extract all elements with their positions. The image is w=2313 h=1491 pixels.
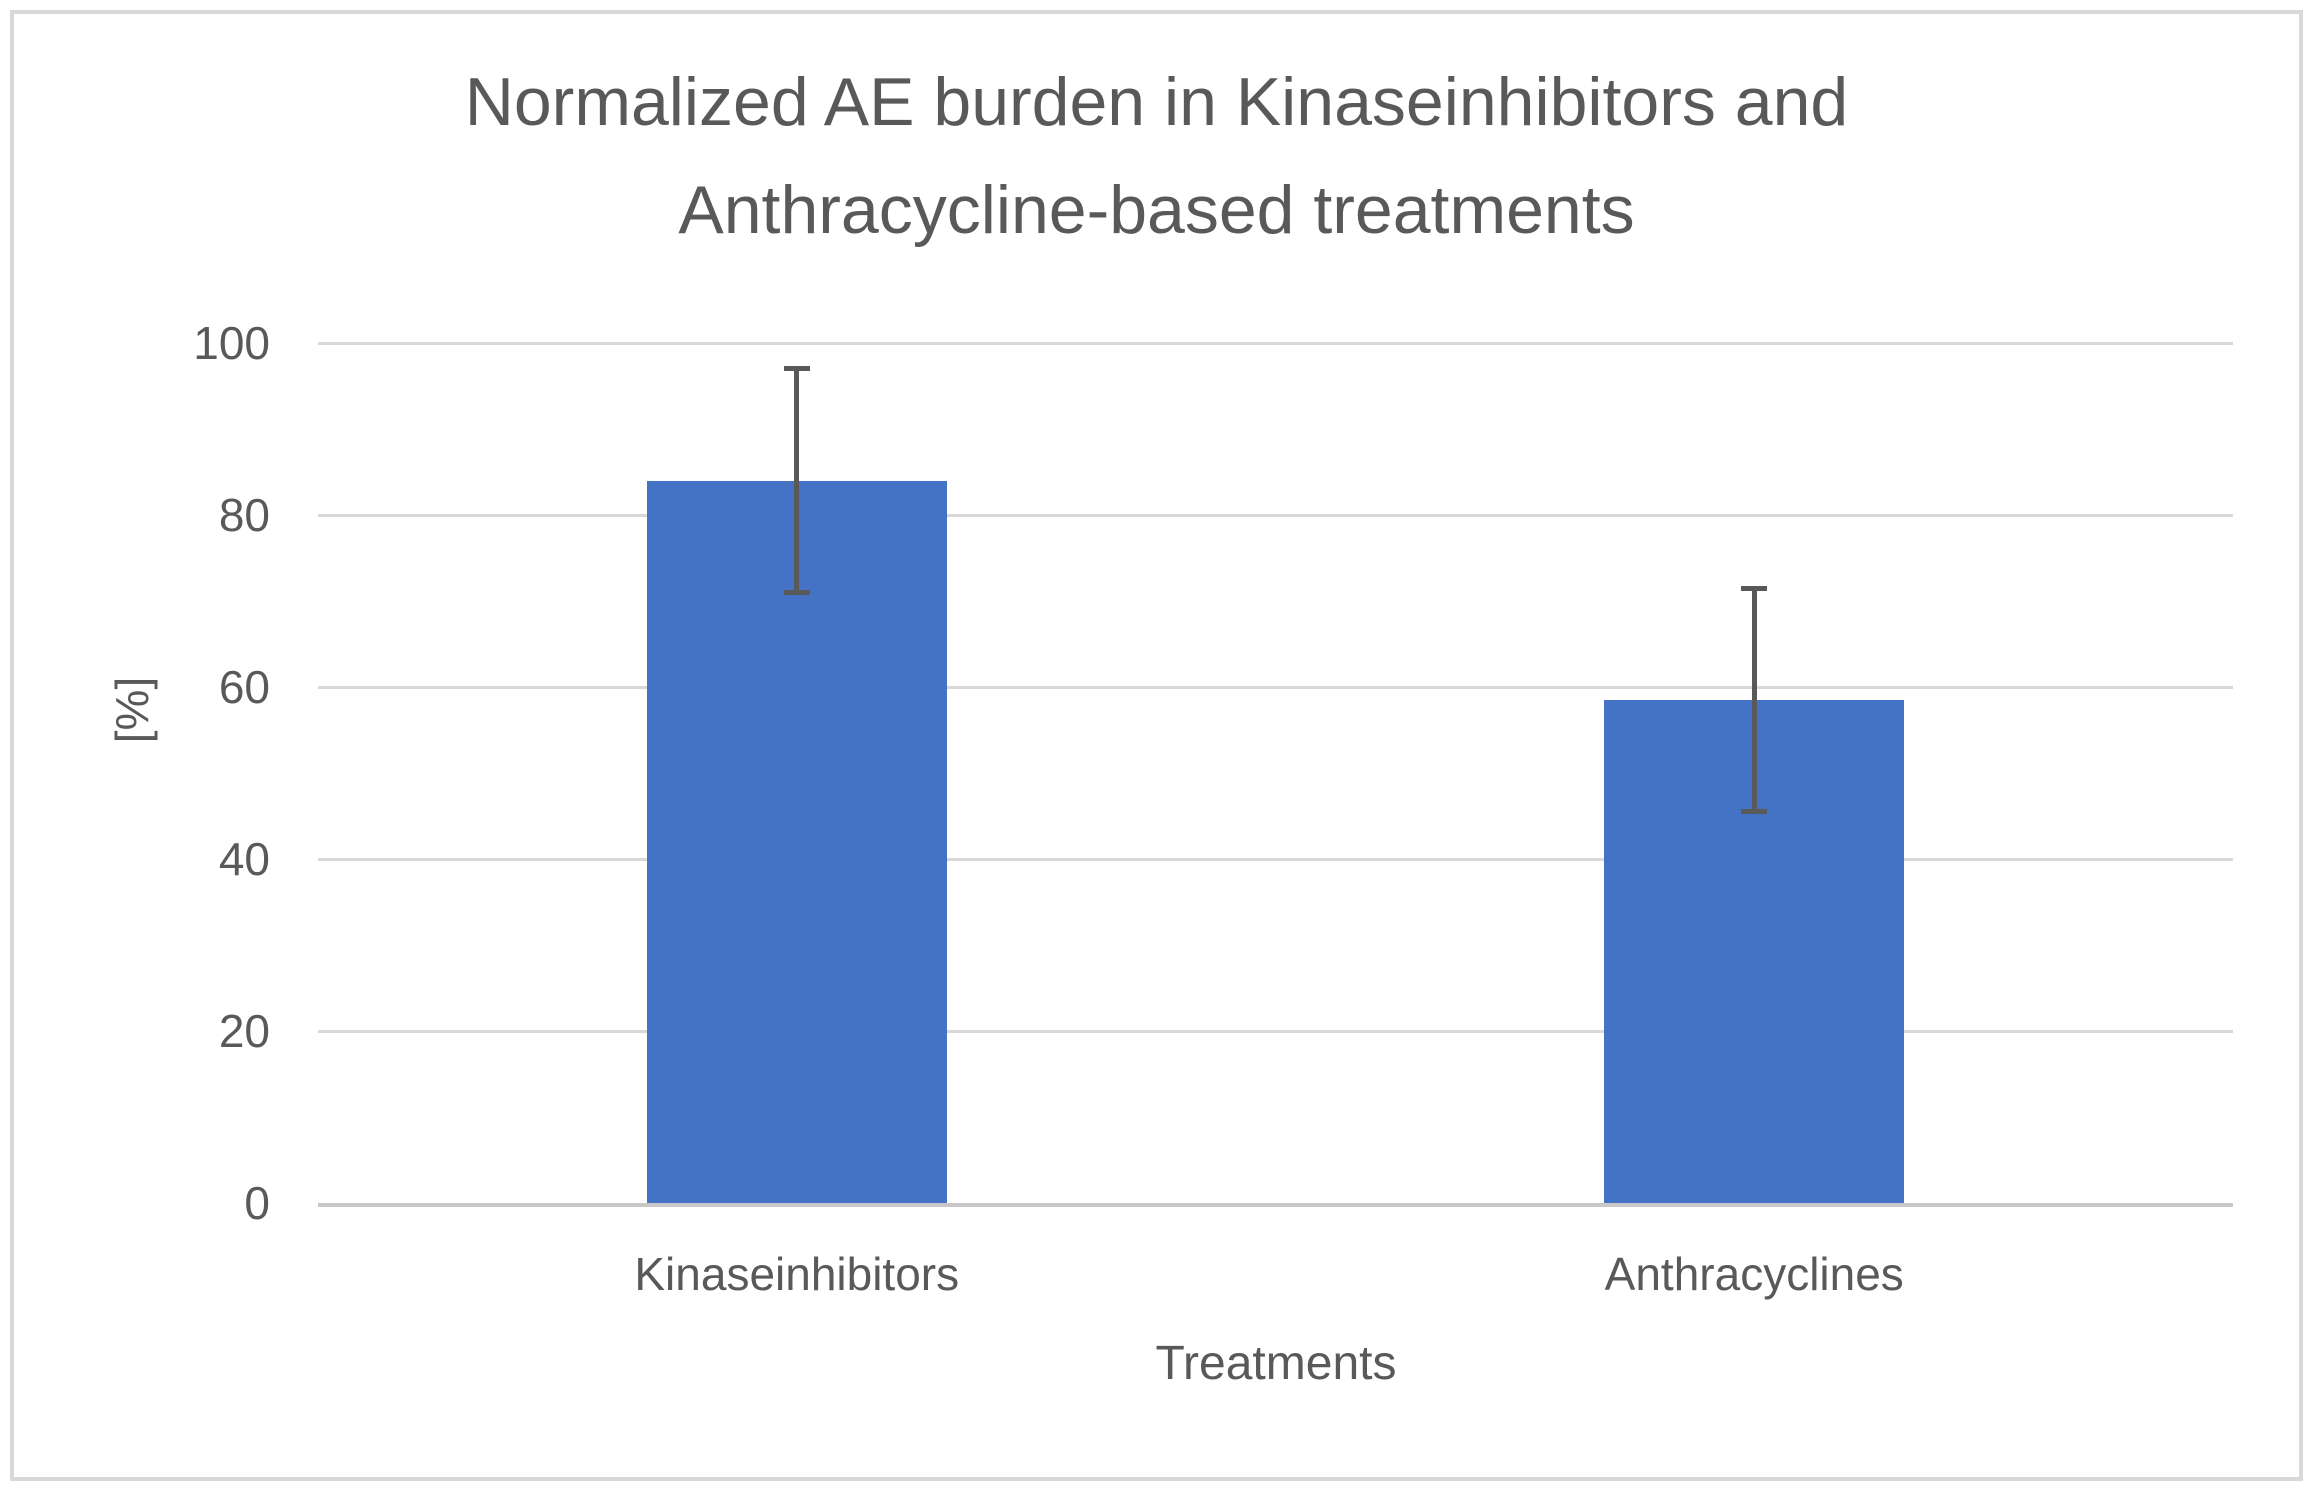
x-axis-line [318,1203,2233,1207]
y-tick-label: 40 [218,833,270,885]
x-category-label: Kinaseinhibitors [634,1248,960,1300]
error-bar-cap-bottom [1741,809,1768,815]
error-bar-line [1751,588,1757,812]
y-tick-label: 80 [218,489,270,541]
plot-area [318,342,2233,1207]
y-tick-label: 20 [218,1005,270,1057]
y-tick-label: 100 [193,317,270,369]
error-bar-cap-bottom [783,589,810,595]
error-bar-line [794,368,800,593]
y-tick-label: 0 [244,1177,270,1229]
gridline [318,1030,2233,1033]
gridline [318,514,2233,517]
y-tick-label: 60 [218,661,270,713]
gridline [318,858,2233,861]
gridline [318,686,2233,689]
chart-title-line1: Normalized AE burden in Kinaseinhibitors… [464,64,1849,140]
x-category-label: Anthracyclines [1604,1248,1904,1300]
error-bar-cap-top [1741,585,1768,591]
x-axis-title: Treatments [1155,1337,1397,1390]
chart-title: Normalized AE burden in Kinaseinhibitors… [0,48,2313,264]
chart-title-line2: Anthracycline-based treatments [678,172,1635,248]
bar-kinaseinhibitors [646,480,947,1203]
gridline [318,342,2233,345]
error-bar-cap-top [783,366,810,372]
